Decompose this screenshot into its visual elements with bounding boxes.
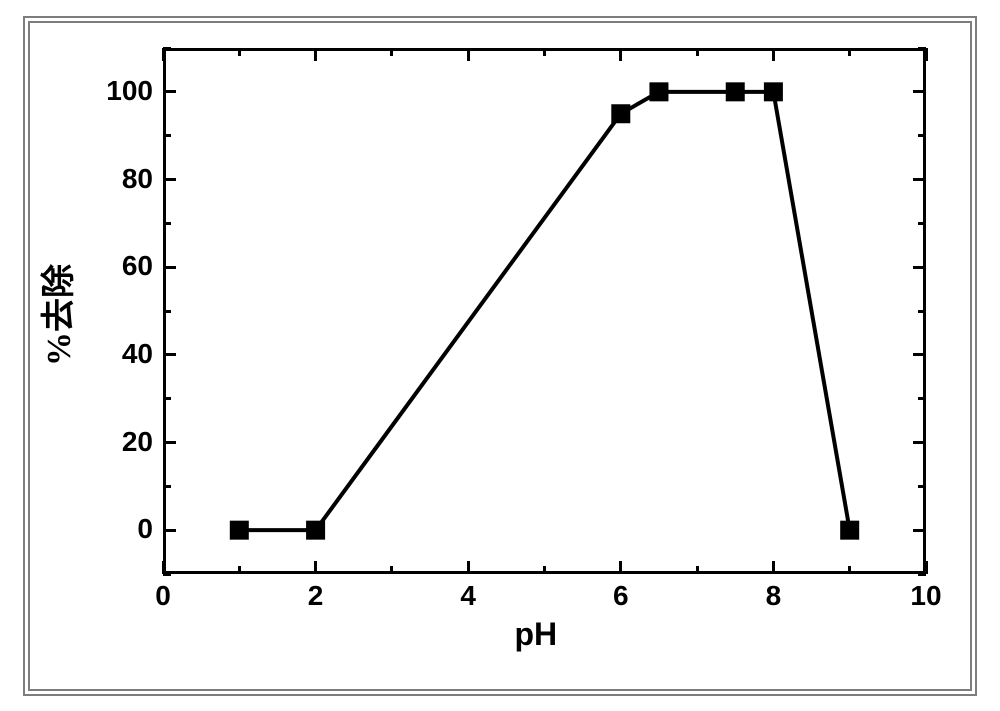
x-tick-minor xyxy=(696,566,699,574)
x-tick-major-top xyxy=(467,48,470,61)
x-tick-minor-top xyxy=(238,48,241,56)
y-tick-label: 0 xyxy=(83,513,153,545)
x-axis-title: pH xyxy=(515,616,558,653)
x-tick-major xyxy=(772,561,775,574)
y-tick-minor-right xyxy=(918,573,926,576)
x-tick-minor-top xyxy=(390,48,393,56)
y-tick-minor-right xyxy=(918,310,926,313)
x-tick-label: 8 xyxy=(743,580,803,612)
y-tick-major xyxy=(163,266,176,269)
x-tick-minor xyxy=(390,566,393,574)
x-tick-major-top xyxy=(619,48,622,61)
y-tick-major-right xyxy=(913,353,926,356)
y-tick-minor xyxy=(163,573,171,576)
y-tick-minor xyxy=(163,397,171,400)
data-marker xyxy=(650,83,668,101)
data-marker xyxy=(726,83,744,101)
chart-svg xyxy=(163,48,926,574)
y-tick-minor-right xyxy=(918,397,926,400)
x-tick-label: 2 xyxy=(286,580,346,612)
y-tick-major-right xyxy=(913,178,926,181)
y-tick-major-right xyxy=(913,90,926,93)
x-tick-major-top xyxy=(314,48,317,61)
data-marker xyxy=(841,521,859,539)
x-tick-label: 6 xyxy=(591,580,651,612)
series-line xyxy=(239,92,849,530)
x-tick-label: 4 xyxy=(438,580,498,612)
y-tick-label: 100 xyxy=(83,75,153,107)
x-tick-minor-top xyxy=(543,48,546,56)
y-tick-label: 60 xyxy=(83,250,153,282)
x-tick-minor xyxy=(848,566,851,574)
y-tick-minor-right xyxy=(918,485,926,488)
x-tick-label: 0 xyxy=(133,580,193,612)
x-tick-major-top xyxy=(162,48,165,61)
y-tick-major xyxy=(163,178,176,181)
y-tick-label: 40 xyxy=(83,338,153,370)
y-tick-label: 20 xyxy=(83,426,153,458)
y-tick-minor-right xyxy=(918,134,926,137)
x-tick-major-top xyxy=(925,48,928,61)
y-tick-major xyxy=(163,90,176,93)
x-tick-major xyxy=(314,561,317,574)
y-tick-minor xyxy=(163,134,171,137)
y-tick-minor xyxy=(163,47,171,50)
x-tick-label: 10 xyxy=(896,580,956,612)
x-tick-major xyxy=(619,561,622,574)
y-tick-major-right xyxy=(913,529,926,532)
x-tick-major-top xyxy=(772,48,775,61)
y-tick-label: 80 xyxy=(83,163,153,195)
y-tick-minor xyxy=(163,310,171,313)
y-axis-title: %去除 xyxy=(31,264,80,366)
y-tick-major-right xyxy=(913,266,926,269)
data-marker xyxy=(612,105,630,123)
data-marker xyxy=(230,521,248,539)
y-tick-minor xyxy=(163,222,171,225)
x-tick-minor xyxy=(238,566,241,574)
y-tick-major xyxy=(163,529,176,532)
x-tick-minor-top xyxy=(848,48,851,56)
x-tick-minor-top xyxy=(696,48,699,56)
y-tick-minor xyxy=(163,485,171,488)
y-tick-major-right xyxy=(913,441,926,444)
y-tick-minor-right xyxy=(918,47,926,50)
y-tick-minor-right xyxy=(918,222,926,225)
y-tick-major xyxy=(163,441,176,444)
data-marker xyxy=(764,83,782,101)
data-marker xyxy=(307,521,325,539)
x-tick-minor xyxy=(543,566,546,574)
plot-area xyxy=(163,48,926,574)
x-tick-major xyxy=(467,561,470,574)
y-tick-major xyxy=(163,353,176,356)
